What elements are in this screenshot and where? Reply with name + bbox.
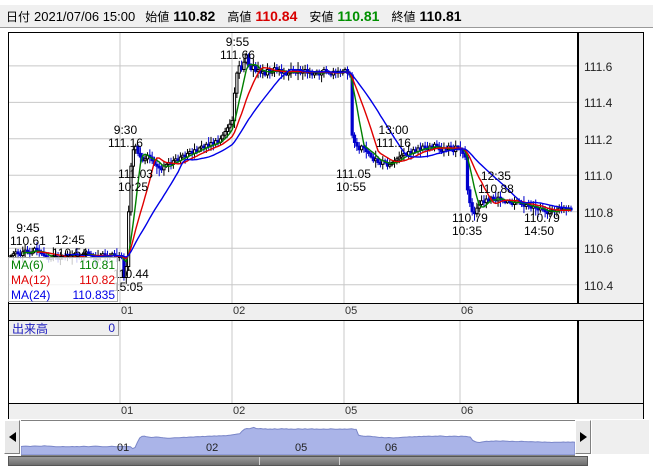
- annotation-time: 13:00: [378, 123, 409, 137]
- overview-x-tick: 06: [385, 442, 398, 454]
- annotation-low-10-35: 110.79 10:35: [452, 212, 488, 238]
- low-label: 安値: [309, 9, 334, 24]
- annotation-price: 110.54: [52, 246, 88, 260]
- annotation-price: 110.61: [10, 234, 46, 248]
- close-label: 終値: [391, 9, 416, 24]
- arrow-left-icon: [8, 432, 16, 442]
- volume-chart-panel[interactable]: 出来高 0: [8, 320, 578, 404]
- volume-axis-panel: [578, 320, 644, 404]
- date-label: 日付: [6, 9, 31, 24]
- ma24-value: 110.835: [72, 288, 116, 302]
- price-tick-label: 111.2: [584, 132, 613, 147]
- annotation-low-15-05: 110.44 15:05: [113, 268, 149, 294]
- close-value: 110.81: [419, 8, 462, 24]
- annotation-time: 12:35: [480, 169, 511, 183]
- volume-x-tick: 02: [233, 405, 246, 417]
- price-axis-panel: 111.6 111.4 111.2 111.0 110.8 110.6 110.4: [578, 32, 644, 304]
- open-value: 110.82: [173, 8, 216, 24]
- volume-x-axis: 01 02 05 06: [8, 404, 644, 419]
- annotation-low-10-55: 111.05 10:55: [336, 168, 371, 194]
- scroll-left-button[interactable]: [4, 420, 20, 454]
- price-tick-label: 110.8: [584, 205, 614, 220]
- arrow-right-icon: [579, 432, 587, 442]
- price-tick-label: 111.0: [584, 169, 613, 184]
- annotation-high-9-55: 9:55 111.66: [220, 36, 255, 62]
- price-x-tick: 06: [461, 305, 474, 317]
- price-x-tick: 05: [345, 305, 358, 317]
- volume-label: 出来高: [12, 321, 49, 336]
- overview-right-filler: [592, 420, 649, 454]
- ma12-value: 110.82: [79, 273, 115, 287]
- annotation-low-9-45: 9:45 110.61: [10, 222, 46, 248]
- annotation-price: 110.44: [113, 267, 149, 281]
- quote-header: 日付 2021/07/06 15:00 始値 110.82 高値 110.84 …: [0, 4, 653, 28]
- annotation-price: 110.88: [478, 182, 514, 196]
- ma24-row: MA(24) 110.835: [9, 288, 117, 303]
- moving-average-legend: MA(6) 110.81 MA(12) 110.82 MA(24) 110.83…: [8, 257, 118, 302]
- ma6-label: MA(6): [11, 258, 44, 272]
- overview-x-tick: 02: [206, 442, 219, 454]
- price-tick-label: 111.6: [584, 59, 613, 74]
- quote-datetime: 2021/07/06 15:00: [34, 8, 136, 24]
- annotation-price: 111.66: [220, 48, 255, 62]
- scroll-divider: [339, 457, 340, 465]
- annotation-low-12-45: 12:45 110.54: [52, 234, 88, 260]
- annotation-price: 111.16: [108, 136, 143, 150]
- ma24-label: MA(24): [11, 288, 51, 302]
- annotation-time: 15:05: [113, 280, 144, 294]
- overview-scroll-area[interactable]: 01 02 05 06: [4, 420, 649, 456]
- open-label: 始値: [145, 9, 170, 24]
- annotation-time: 10:25: [118, 180, 149, 194]
- low-value: 110.81: [337, 8, 380, 24]
- annotation-time: 10:35: [452, 224, 483, 238]
- annotation-time: 9:30: [113, 123, 138, 137]
- annotation-time: 9:55: [225, 35, 250, 49]
- overview-chart[interactable]: 01 02 05 06: [21, 420, 575, 456]
- horizontal-scrollbar[interactable]: [8, 456, 588, 466]
- annotation-time: 10:55: [336, 180, 367, 194]
- price-tick-label: 110.6: [584, 242, 614, 257]
- high-value: 110.84: [255, 8, 298, 24]
- ma12-row: MA(12) 110.82: [9, 273, 117, 288]
- annotation-time: 12:45: [54, 233, 85, 247]
- overview-x-tick: 01: [117, 442, 130, 454]
- annotation-price: 110.79: [452, 211, 488, 225]
- scroll-divider: [259, 457, 260, 465]
- ma6-row: MA(6) 110.81: [9, 258, 117, 273]
- annotation-high-13-00: 13:00 111.16: [376, 124, 411, 150]
- ma12-label: MA(12): [11, 273, 51, 287]
- volume-chart-svg: [119, 321, 461, 403]
- annotation-time: 14:50: [524, 224, 555, 238]
- annotation-price: 111.03: [118, 167, 153, 181]
- overview-chart-svg: [21, 426, 575, 455]
- annotation-time: 9:45: [16, 221, 40, 235]
- ma6-value: 110.81: [79, 258, 115, 272]
- price-tick-label: 111.4: [584, 96, 613, 111]
- annotation-price: 111.05: [336, 167, 371, 181]
- price-tick-label: 110.4: [584, 278, 614, 293]
- annotation-low-14-50: 110.79 14:50: [524, 212, 560, 238]
- price-x-tick: 02: [233, 305, 246, 317]
- annotation-high-12-35: 12:35 110.88: [478, 170, 514, 196]
- price-x-axis: 01 02 05 06: [8, 304, 644, 320]
- volume-x-tick: 01: [121, 405, 134, 417]
- volume-legend: 出来高 0: [9, 321, 119, 336]
- volume-x-tick: 06: [461, 405, 474, 417]
- annotation-low-10-25: 111.03 10:25: [118, 168, 153, 194]
- price-x-tick: 01: [121, 305, 134, 317]
- scroll-right-button[interactable]: [575, 420, 591, 454]
- volume-value: 0: [108, 321, 115, 335]
- volume-x-tick: 05: [345, 405, 358, 417]
- annotation-high-9-30: 9:30 111.16: [108, 124, 143, 150]
- overview-x-tick: 05: [295, 442, 308, 454]
- annotation-price: 110.79: [524, 211, 560, 225]
- annotation-price: 111.16: [376, 136, 411, 150]
- high-label: 高値: [227, 9, 252, 24]
